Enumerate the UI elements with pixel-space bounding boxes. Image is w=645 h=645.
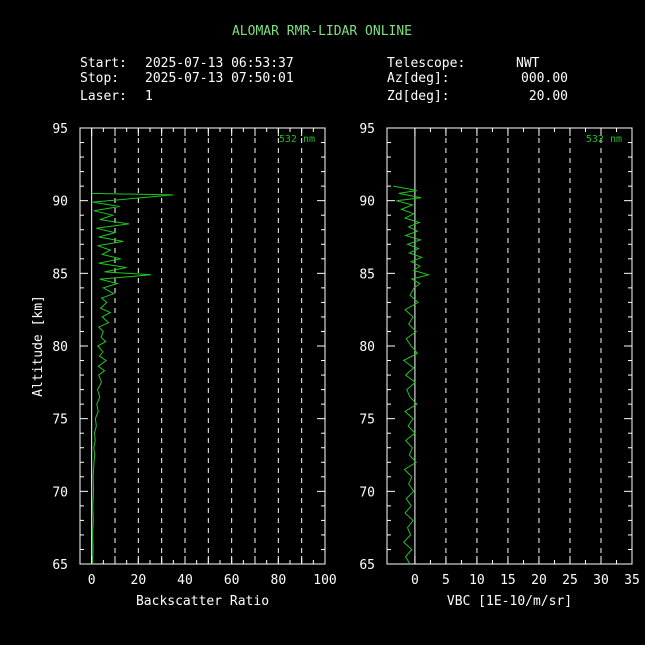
backscatter-x-axis-label: Backscatter Ratio bbox=[136, 594, 269, 609]
vbc-ytick-label: 70 bbox=[359, 485, 375, 500]
run-info-left: Start: 2025-07-13 06:53:37 Stop: 2025-07… bbox=[80, 56, 294, 104]
vbc-xtick-label: 10 bbox=[469, 573, 485, 588]
backscatter-ytick-label: 75 bbox=[52, 413, 68, 428]
zenith-label: Zd[deg]: bbox=[387, 89, 450, 104]
laser-value: 1 bbox=[145, 89, 153, 104]
backscatter-ytick-label: 85 bbox=[52, 267, 68, 282]
backscatter-xtick-label: 40 bbox=[177, 573, 193, 588]
laser-label: Laser: bbox=[80, 89, 127, 104]
vbc-xtick-label: 35 bbox=[624, 573, 640, 588]
start-label: Start: bbox=[80, 56, 127, 71]
backscatter-y-axis-label: Altitude [km] bbox=[31, 295, 46, 397]
telescope-label: Telescope: bbox=[387, 56, 465, 71]
vbc-xtick-label: 0 bbox=[411, 573, 419, 588]
backscatter-xtick-label: 20 bbox=[131, 573, 147, 588]
run-info-right: Telescope: NWT Az[deg]: 000.00 Zd[deg]: … bbox=[387, 56, 568, 104]
vbc-ytick-label: 85 bbox=[359, 267, 375, 282]
vbc-xtick-label: 20 bbox=[531, 573, 547, 588]
backscatter-xtick-label: 0 bbox=[88, 573, 96, 588]
vbc-profile-line bbox=[393, 185, 431, 565]
backscatter-xtick-label: 60 bbox=[224, 573, 240, 588]
backscatter-wavelength-label: 532 nm bbox=[279, 134, 315, 145]
backscatter-ratio-panel: 65 70 75 80 85 90 95 0 20 40 60 80 100 532 nm Backscat… bbox=[31, 122, 337, 609]
backscatter-ytick-label: 70 bbox=[52, 485, 68, 500]
zenith-value: 20.00 bbox=[529, 89, 568, 104]
backscatter-ytick-label: 90 bbox=[52, 195, 68, 210]
vbc-xtick-label: 5 bbox=[442, 573, 450, 588]
vbc-panel: 65 70 75 80 85 90 95 0 5 10 15 20 25 30 35 532 nm VBC [1… bbox=[359, 122, 639, 609]
vbc-xtick-label: 30 bbox=[593, 573, 609, 588]
vbc-ytick-label: 80 bbox=[359, 340, 375, 355]
page-title: ALOMAR RMR-LIDAR ONLINE bbox=[232, 24, 412, 39]
vbc-ytick-label: 65 bbox=[359, 558, 375, 573]
vbc-xtick-label: 15 bbox=[500, 573, 516, 588]
azimuth-value: 000.00 bbox=[521, 71, 568, 86]
vbc-ytick-label: 75 bbox=[359, 413, 375, 428]
vbc-wavelength-label: 532 nm bbox=[586, 134, 622, 145]
backscatter-xtick-label: 80 bbox=[271, 573, 287, 588]
backscatter-ytick-label: 80 bbox=[52, 340, 68, 355]
backscatter-profile-line bbox=[91, 192, 174, 565]
vbc-ytick-label: 90 bbox=[359, 195, 375, 210]
azimuth-label: Az[deg]: bbox=[387, 71, 450, 86]
vbc-x-axis-label: VBC [1E-10/m/sr] bbox=[447, 594, 572, 609]
stop-label: Stop: bbox=[80, 71, 119, 86]
telescope-value: NWT bbox=[516, 56, 540, 71]
vbc-xtick-label: 25 bbox=[562, 573, 578, 588]
backscatter-ytick-label: 95 bbox=[52, 122, 68, 137]
stop-value: 2025-07-13 07:50:01 bbox=[145, 71, 294, 86]
start-value: 2025-07-13 06:53:37 bbox=[145, 56, 294, 71]
backscatter-ytick-label: 65 bbox=[52, 558, 68, 573]
vbc-ytick-label: 95 bbox=[359, 122, 375, 137]
backscatter-xtick-label: 100 bbox=[313, 573, 336, 588]
